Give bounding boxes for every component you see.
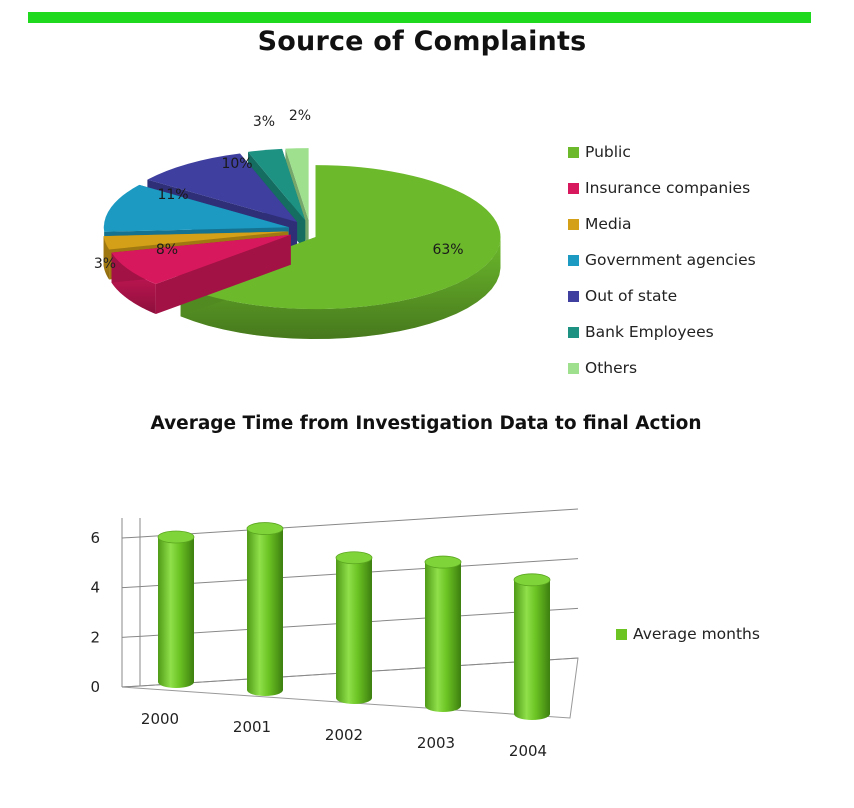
- bar-legend: Average months: [616, 625, 760, 643]
- bar-y-tick-2: 2: [90, 628, 100, 646]
- legend-item-insurance-companies: Insurance companies: [568, 170, 756, 206]
- top-accent-bar: [28, 12, 811, 23]
- bar-chart: 0 2 4 6 2000 2001 2002 2003 2004: [90, 508, 579, 760]
- legend-label-government-agencies: Government agencies: [585, 251, 756, 269]
- legend-swatch-media: [568, 218, 579, 230]
- bar-y-tick-4: 4: [90, 579, 100, 597]
- legend-swatch-out-of-state: [568, 290, 579, 302]
- legend-swatch-government-agencies: [568, 254, 579, 266]
- bar-x-tick-2002: 2002: [325, 726, 363, 744]
- bar-legend-swatch: [616, 628, 627, 640]
- bar-y-tick-0: 0: [90, 678, 100, 696]
- legend-swatch-bank-employees: [568, 326, 579, 338]
- legend-label-bank-employees: Bank Employees: [585, 323, 714, 341]
- legend-item-media: Media: [568, 206, 756, 242]
- legend-item-others: Others: [568, 350, 756, 386]
- legend-label-insurance-companies: Insurance companies: [585, 179, 751, 197]
- legend-swatch-public: [568, 146, 579, 158]
- pie-value-label-media: 3%: [94, 256, 116, 272]
- legend-label-public: Public: [585, 143, 631, 161]
- bar-2003: [424, 555, 462, 712]
- bar-chart-title: Average Time from Investigation Data to …: [150, 413, 702, 434]
- legend-item-public: Public: [568, 134, 756, 170]
- pie-value-label-out-of-state: 10%: [221, 156, 252, 172]
- legend-item-government-agencies: Government agencies: [568, 242, 756, 278]
- bar-2001: [246, 522, 284, 696]
- bar-gridline-side-6: [121, 536, 141, 539]
- legend-item-out-of-state: Out of state: [568, 278, 756, 314]
- bar-2002: [335, 551, 373, 704]
- pie-value-label-public: 63%: [432, 242, 463, 258]
- bar-gridline-6: [139, 508, 579, 538]
- bar-x-tick-2004: 2004: [509, 742, 547, 760]
- bar-legend-label: Average months: [633, 625, 760, 643]
- bar-gridline-side-0: [121, 685, 141, 688]
- legend-swatch-others: [568, 362, 579, 374]
- pie-chart: 63% 8% 3% 11% 10% 3% 2%: [94, 108, 501, 340]
- bar-gridline-side-2: [121, 635, 141, 638]
- pie-chart-title: Source of Complaints: [257, 26, 587, 57]
- legend-label-out-of-state: Out of state: [585, 287, 678, 305]
- legend-label-others: Others: [585, 359, 638, 377]
- bar-gridline-side-4: [121, 586, 141, 589]
- bar-x-tick-2000: 2000: [141, 710, 179, 728]
- pie-slice-insurance-companies: [111, 234, 291, 315]
- bar-y-tick-6: 6: [90, 529, 100, 547]
- legend-swatch-insurance-companies: [568, 182, 579, 194]
- pie-value-label-insurance-companies: 8%: [156, 242, 178, 258]
- pie-value-label-bank-employees: 3%: [253, 114, 275, 130]
- bar-2000: [157, 530, 195, 688]
- legend-label-media: Media: [585, 215, 632, 233]
- bar-2004: [513, 573, 551, 720]
- pie-value-label-government-agencies: 11%: [157, 187, 188, 203]
- bar-x-tick-2003: 2003: [417, 734, 455, 752]
- pie-value-label-others: 2%: [289, 108, 311, 124]
- legend-item-bank-employees: Bank Employees: [568, 314, 756, 350]
- pie-legend: Public Insurance companies Media Governm…: [568, 134, 756, 386]
- bar-x-tick-2001: 2001: [233, 718, 271, 736]
